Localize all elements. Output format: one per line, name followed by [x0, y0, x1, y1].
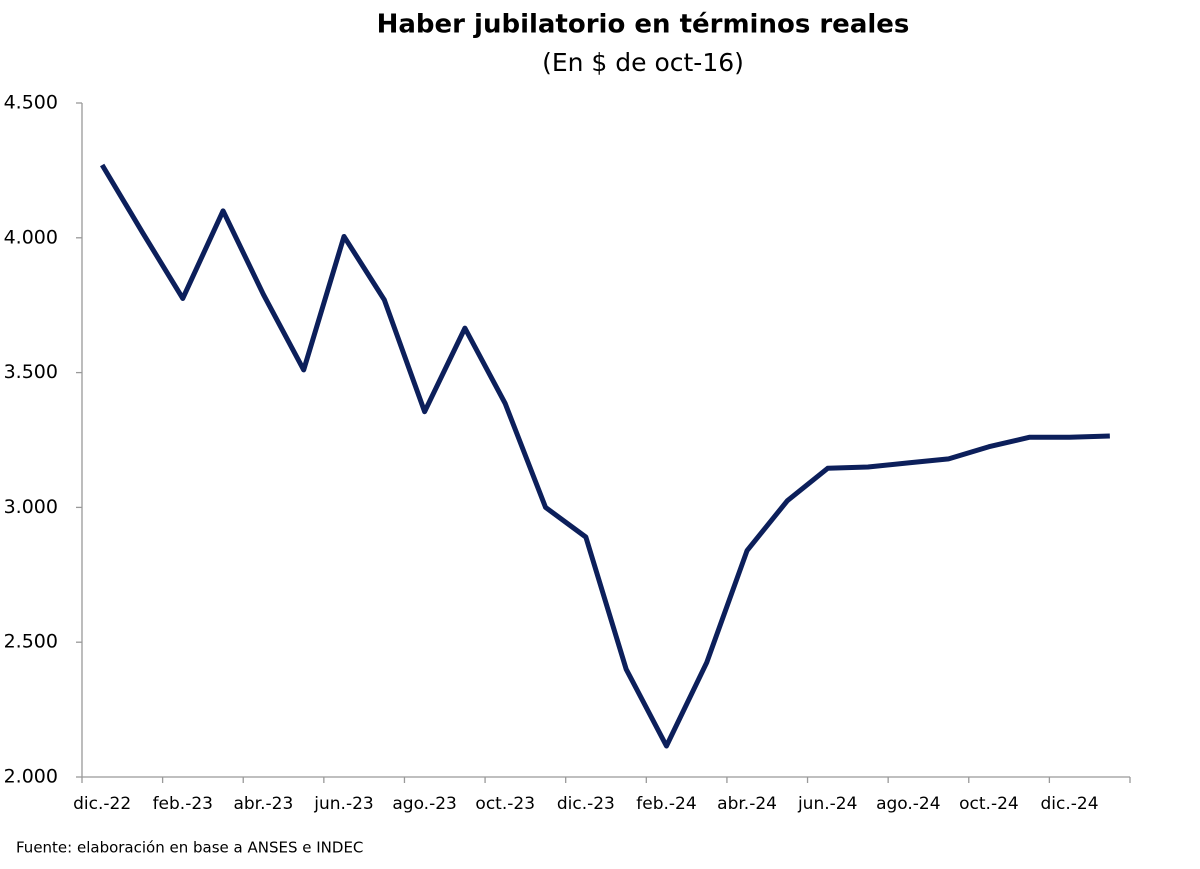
- x-tick-label: ago.-24: [876, 794, 940, 814]
- x-tick-label: feb.-24: [636, 794, 696, 814]
- y-tick-label: 2.000: [4, 766, 58, 788]
- x-tick-label: abr.-23: [233, 794, 293, 814]
- chart-title: Haber jubilatorio en términos reales: [377, 10, 910, 40]
- x-tick-label: oct.-24: [959, 794, 1019, 814]
- y-tick-label: 3.500: [4, 361, 58, 383]
- x-tick-label: feb.-23: [153, 794, 213, 814]
- x-tick-label: abr.-24: [717, 794, 777, 814]
- x-tick-label: jun.-23: [313, 794, 373, 814]
- y-tick-label: 4.000: [4, 226, 58, 248]
- y-tick-label: 3.000: [4, 496, 58, 518]
- y-tick-label: 2.500: [4, 631, 58, 653]
- x-tick-label: dic.-24: [1041, 794, 1099, 814]
- x-tick-label: ago.-23: [392, 794, 456, 814]
- x-tick-label: dic.-23: [557, 794, 615, 814]
- chart-subtitle: (En $ de oct-16): [542, 48, 744, 77]
- x-tick-label: jun.-24: [797, 794, 857, 814]
- data-line: [100, 163, 1110, 749]
- y-tick-label: 4.500: [4, 92, 58, 114]
- x-tick-label: oct.-23: [475, 794, 535, 814]
- x-tick-label: dic.-22: [73, 794, 131, 814]
- source-note: Fuente: elaboración en base a ANSES e IN…: [16, 839, 363, 857]
